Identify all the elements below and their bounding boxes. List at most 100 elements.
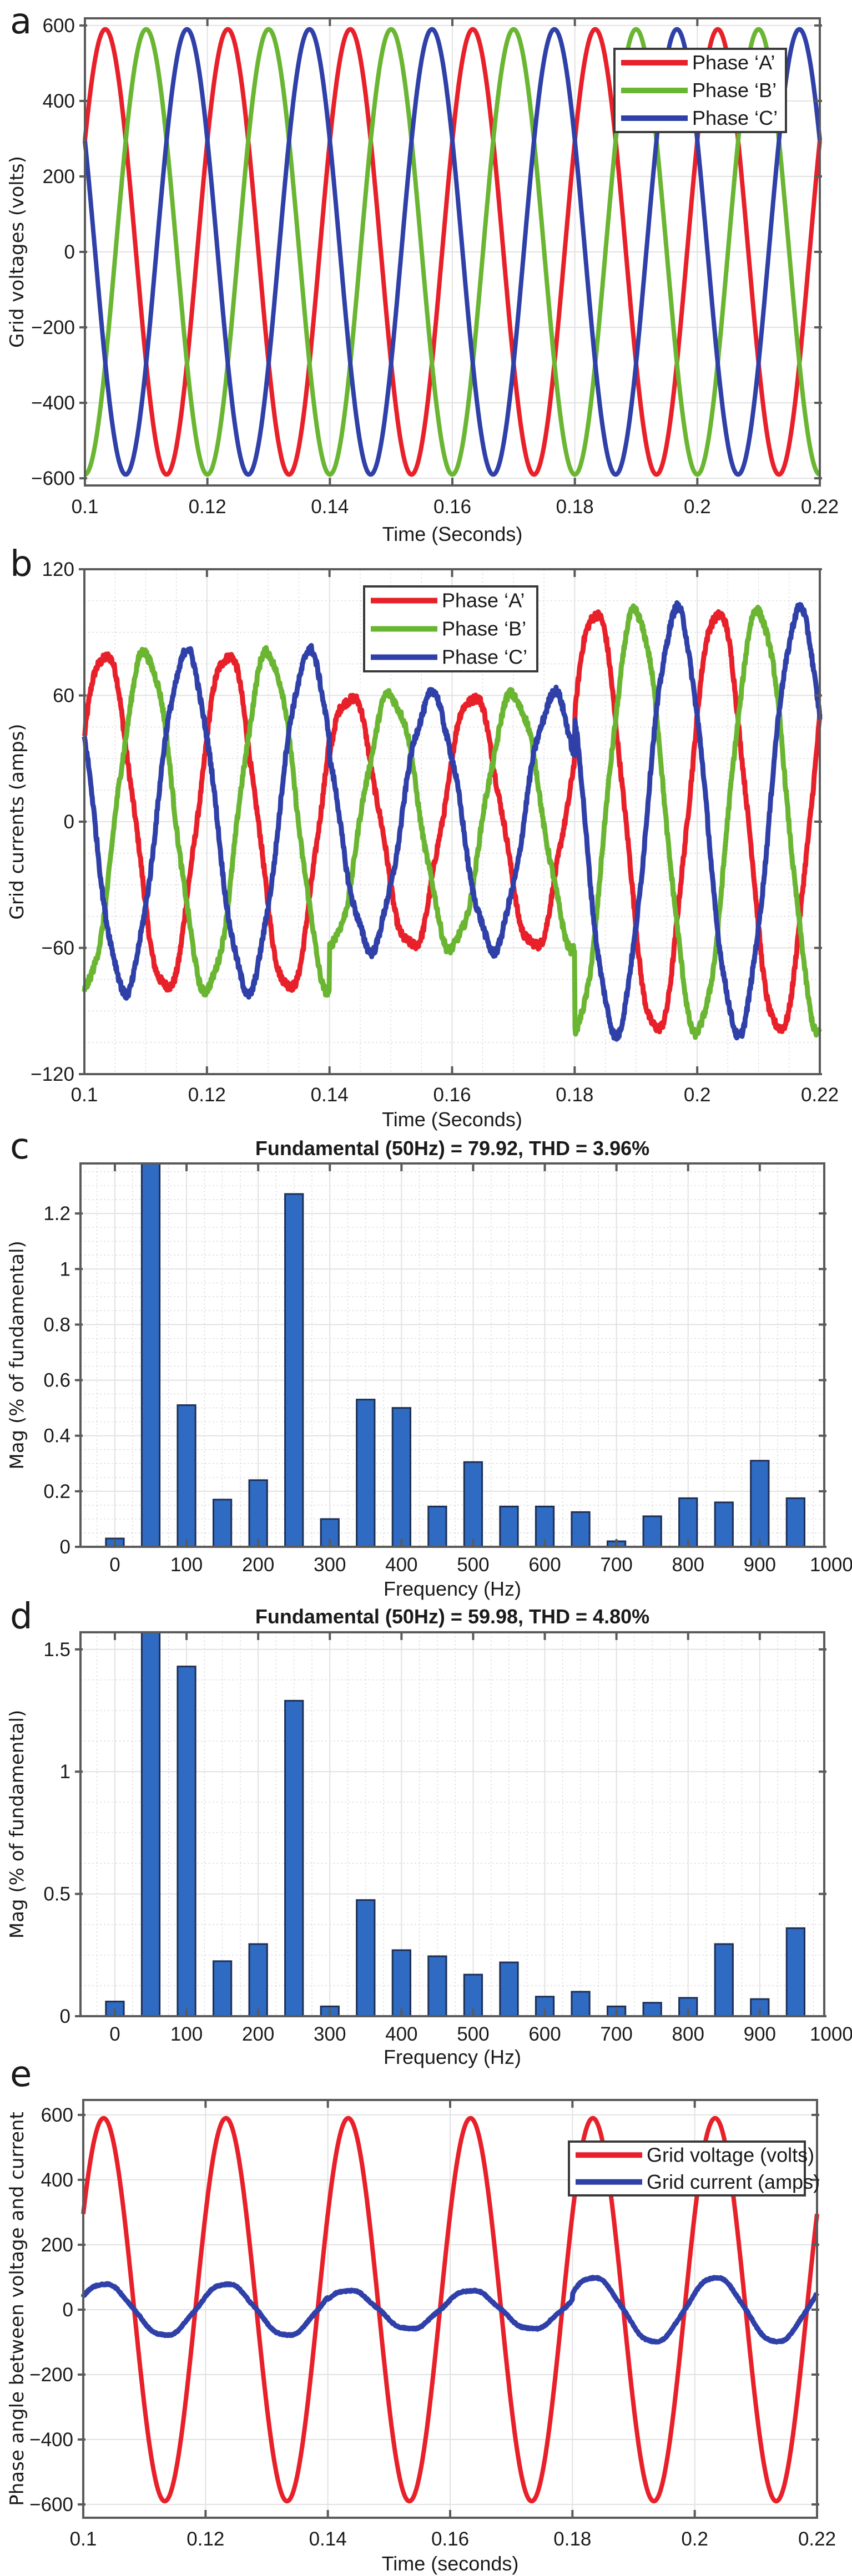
x-tick-label: 0.18 — [553, 2528, 591, 2550]
panel-letter-b: b — [10, 544, 33, 585]
x-tick-label: 300 — [314, 2023, 346, 2045]
x-tick-label: 0.12 — [189, 496, 226, 518]
bar-350hz — [356, 1899, 376, 2017]
legend-b: Phase ‘A’ Phase ‘B’ Phase ‘C’ — [363, 585, 538, 672]
series-line-phase-b- — [83, 27, 822, 477]
series-line-phase-b- — [82, 603, 822, 1040]
x-tick-label: 800 — [672, 1554, 704, 1576]
x-tick-label: 300 — [314, 1554, 346, 1576]
panel-b-currents: 0.1 0.12 0.14 0.16 0.18 0.2 0.22 −120 −60 0 60 120 T… — [6, 559, 839, 1131]
y-tick-label: 0.5 — [43, 1884, 70, 1905]
x-tick-label: 0.16 — [433, 496, 471, 518]
bar-50hz — [140, 1631, 161, 2017]
x-tick-label: 0.1 — [72, 496, 99, 518]
x-tick-label: 900 — [744, 1554, 776, 1576]
x-tick-label: 0.22 — [801, 1084, 839, 1106]
x-tick-label: 0.18 — [556, 496, 594, 518]
x-tick-label: 700 — [600, 1554, 632, 1576]
x-tick-label: 0.18 — [556, 1084, 593, 1106]
legend-box — [568, 2140, 806, 2197]
panel-a-voltages: 0.1 0.12 0.14 0.16 0.18 0.2 0.22 −600 −400 −200 0 2… — [6, 15, 839, 545]
panel-e-phase-angle: 0.1 0.12 0.14 0.16 0.18 0.2 0.22 −600 −400 −200 0 2… — [6, 2099, 836, 2575]
bar-200hz — [248, 1479, 268, 1548]
y-tick-label: 400 — [43, 90, 75, 112]
y-tick-label: 0 — [60, 1536, 70, 1558]
bar-400hz — [391, 1407, 411, 1548]
x-tick-label: 1000 — [810, 1554, 852, 1576]
panel-letter-d: d — [10, 1596, 33, 1637]
y-tick-label: −60 — [42, 938, 74, 959]
series-line-phase-c- — [82, 600, 823, 1042]
bar-850hz — [714, 1943, 734, 2017]
y-tick-label: −400 — [31, 392, 75, 414]
x-axis-label: Time (Seconds) — [382, 1108, 522, 1131]
y-axis-label: Grid currents (amps) — [6, 723, 28, 919]
panel-letter-e: e — [10, 2054, 32, 2095]
x-tick-label: 0.16 — [433, 1084, 471, 1106]
axes-box-c — [79, 1162, 825, 1548]
bar-450hz — [427, 1955, 447, 2017]
series-line-grid-current-amps- — [80, 2275, 820, 2345]
y-axis-label: Mag (% of fundamental) — [6, 1710, 28, 1939]
x-axis-label: Time (Seconds) — [382, 523, 523, 545]
x-tick-label: 200 — [242, 2023, 274, 2045]
panel-d-harmonic-spectrum: 0 100 200 300 400 500 600 700 800 900 1000 0 0.5 1 1.5… — [6, 1605, 852, 2068]
panel-letter-a: a — [10, 1, 32, 42]
x-tick-label: 100 — [170, 1554, 203, 1576]
x-tick-label: 0.2 — [684, 1084, 711, 1106]
y-tick-label: −200 — [31, 317, 75, 338]
x-tick-label: 0.12 — [186, 2528, 224, 2550]
bar-250hz — [284, 1699, 304, 2017]
bar-950hz — [785, 1927, 805, 2017]
x-axis-label: Time (seconds) — [382, 2552, 519, 2575]
x-tick-label: 0.2 — [681, 2528, 708, 2550]
x-tick-label: 500 — [457, 2023, 489, 2045]
y-tick-label: −600 — [31, 468, 75, 489]
bar-350hz — [356, 1399, 376, 1548]
x-tick-label: 0.22 — [801, 496, 839, 518]
bar-500hz — [463, 1461, 483, 1548]
x-axis-label: Frequency (Hz) — [384, 2046, 521, 2068]
bar-100hz — [177, 1404, 196, 1548]
x-tick-label: 1000 — [810, 2023, 852, 2045]
x-tick-label: 400 — [385, 1554, 417, 1576]
chart-title: Fundamental (50Hz) = 59.98, THD = 4.80% — [255, 1605, 649, 1628]
y-tick-label: 200 — [43, 166, 75, 188]
y-tick-label: 60 — [53, 685, 74, 707]
x-tick-label: 600 — [528, 2023, 561, 2045]
legend-label: Phase ‘A’ — [442, 589, 525, 612]
y-tick-label: −120 — [31, 1064, 74, 1085]
y-tick-label: 1.5 — [43, 1639, 70, 1661]
x-tick-label: 500 — [457, 1554, 489, 1576]
axes-box-d — [79, 1631, 825, 2017]
y-tick-label: 0 — [64, 241, 75, 263]
x-axis-label: Frequency (Hz) — [384, 1577, 521, 1600]
legend-label: Phase ‘B’ — [442, 618, 526, 640]
bar-450hz — [427, 1505, 447, 1548]
y-tick-label: 600 — [43, 15, 75, 37]
bar-50hz — [140, 1162, 161, 1548]
bar-900hz — [750, 1460, 770, 1548]
panel-letter-c: c — [10, 1126, 29, 1167]
bar-650hz — [571, 1991, 591, 2017]
x-tick-label: 0.1 — [71, 1084, 98, 1106]
x-tick-label: 0.14 — [309, 2528, 347, 2550]
x-tick-label: 100 — [170, 2023, 203, 2045]
bar-400hz — [391, 1949, 411, 2017]
series-line-phase-c- — [83, 27, 822, 477]
x-tick-label: 0.12 — [188, 1084, 226, 1106]
x-tick-label: 900 — [744, 2023, 776, 2045]
x-tick-label: 0.14 — [311, 1084, 349, 1106]
y-tick-label: 200 — [41, 2234, 73, 2256]
y-tick-label: 0 — [60, 2006, 70, 2027]
bar-650hz — [571, 1511, 591, 1548]
y-tick-label: 400 — [41, 2169, 73, 2191]
bar-150hz — [212, 1960, 233, 2017]
y-tick-label: 0.4 — [43, 1425, 70, 1447]
y-tick-label: 600 — [41, 2104, 73, 2126]
x-tick-label: 0.16 — [431, 2528, 469, 2550]
x-tick-label: 700 — [600, 2023, 632, 2045]
x-tick-label: 200 — [242, 1554, 274, 1576]
legend-label: Phase ‘C’ — [442, 646, 527, 669]
y-tick-label: 1 — [60, 1761, 70, 1783]
